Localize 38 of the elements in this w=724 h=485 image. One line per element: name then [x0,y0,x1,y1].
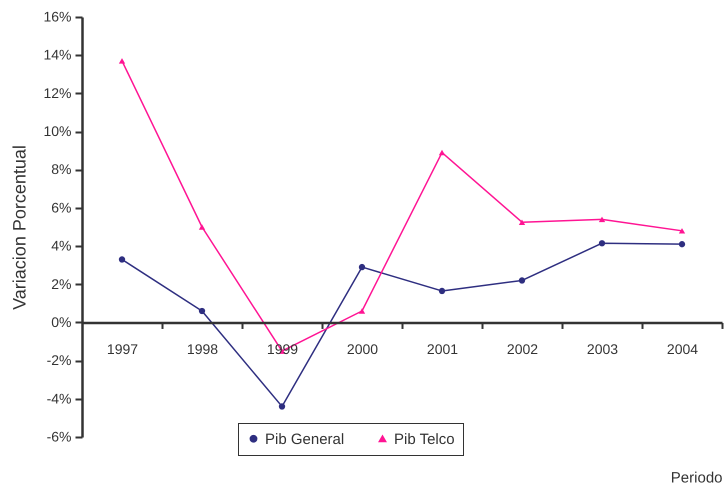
x-axis-title: Periodo [670,470,722,485]
x-tick-label: 2000 [346,340,378,357]
y-tick-label: -6% [46,428,72,444]
point [118,256,126,263]
point [678,228,686,234]
y-axis-title: Variacion Porcentual [9,145,30,310]
point [118,58,126,64]
y-tick-label: 16% [43,8,72,24]
y-tick-label: 14% [43,46,72,63]
point [278,403,286,410]
x-tick-label: 2004 [666,340,698,357]
point [358,308,366,314]
legend-label: Pib General [265,430,344,448]
point [598,240,606,246]
point [518,277,526,284]
point [198,308,206,314]
point [358,264,366,270]
legend-label: Pib Telco [394,430,455,448]
x-tick-label: 2001 [426,340,458,357]
point [438,288,446,294]
y-tick-label: 8% [51,161,72,178]
y-tick-label: 6% [51,199,72,216]
y-tick-label: 10% [43,123,72,140]
x-tick-label: 1997 [106,340,138,357]
x-tick-label: 1998 [186,340,218,357]
point [678,241,686,248]
y-tick-label: 0% [51,314,72,330]
y-tick-label: -4% [46,390,72,406]
x-tick-label: 2003 [586,340,618,357]
point [598,216,606,222]
point [198,224,206,230]
point [518,219,526,225]
y-tick-label: -2% [46,352,72,368]
point [438,150,446,156]
y-tick-label: 2% [51,276,72,292]
y-tick-label: 4% [51,238,72,254]
x-tick-label: 2002 [506,340,538,357]
y-tick-label: 12% [43,84,72,101]
